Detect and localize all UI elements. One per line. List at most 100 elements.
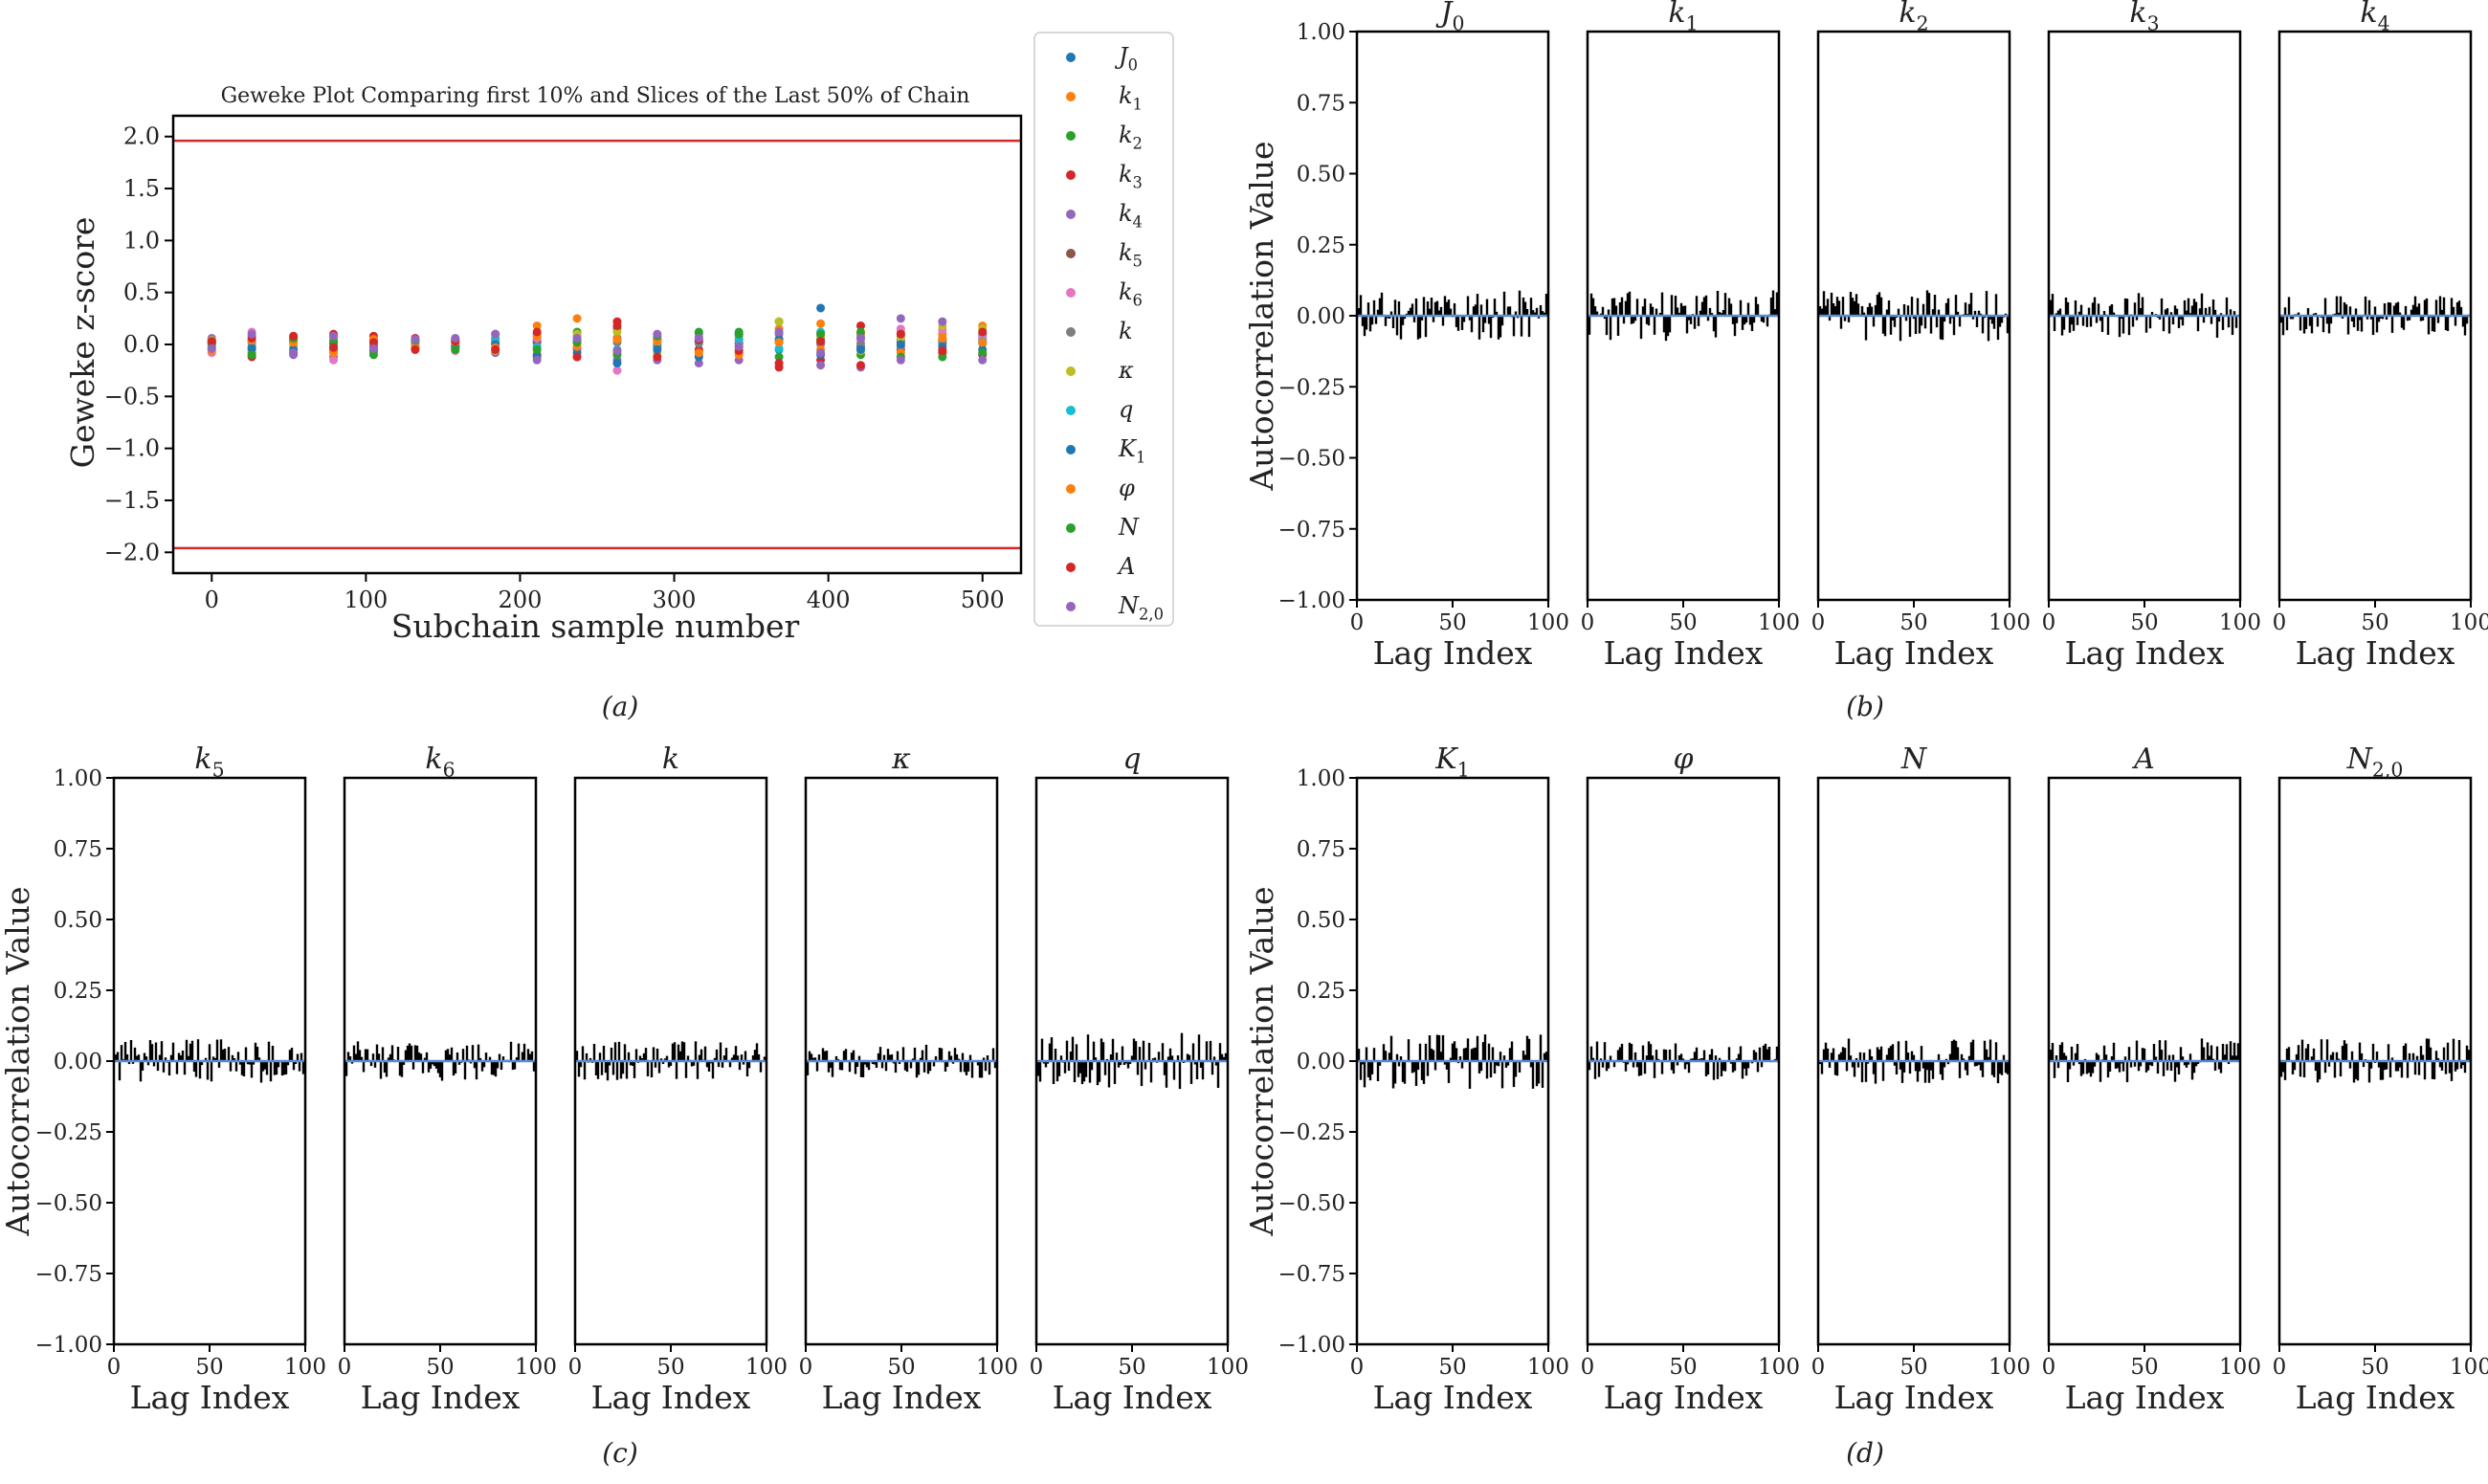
data-point (572, 333, 582, 343)
legend-marker (1066, 53, 1076, 62)
data-point (572, 314, 582, 323)
legend-label: k (1119, 318, 1133, 344)
data-point (207, 343, 216, 353)
y-tick-label: −0.25 (35, 1120, 102, 1145)
data-point (289, 331, 299, 341)
legend-label-name: N (1118, 514, 1140, 541)
y-tick-label: 0.50 (1297, 163, 1345, 188)
x-tick-label: 100 (1988, 1355, 2031, 1380)
panel-title-sub: 1 (1686, 11, 1699, 34)
data-point (816, 303, 826, 313)
panel-title-name: N (2346, 742, 2374, 776)
data-point (532, 355, 542, 365)
data-point (532, 321, 542, 330)
data-point (572, 352, 582, 362)
legend-label-name: k (1119, 318, 1133, 344)
legend-label: k1 (1119, 82, 1143, 114)
x-tick-label: 0 (338, 1355, 352, 1380)
x-tick-label: 100 (745, 1355, 788, 1380)
x-axis-label: Lag Index (1834, 634, 1994, 672)
x-tick-label: 0 (1581, 610, 1595, 635)
panel-title-name: K (1434, 742, 1458, 776)
legend-label: k4 (1119, 200, 1143, 232)
legend-label: N (1118, 514, 1140, 541)
panel-title-name: N (1900, 742, 1928, 776)
x-axis-label: Lag Index (1604, 634, 1764, 672)
x-tick-label: 100 (1207, 1355, 1249, 1380)
legend-label: k6 (1119, 278, 1143, 310)
panel-title: A (2131, 742, 2155, 776)
x-tick-label: 50 (1899, 610, 1927, 635)
x-tick-label: 0 (2042, 610, 2056, 635)
legend-marker (1066, 170, 1076, 180)
data-point (978, 327, 988, 337)
autocorr-group-d: Autocorrelation Value 1.00 0.75 0.50 0.25 0.0… (1243, 742, 2488, 1469)
legend-label-sub: 5 (1133, 253, 1143, 271)
legend-label-name: φ (1119, 475, 1135, 501)
data-point (978, 338, 988, 347)
panel-title: k5 (194, 742, 224, 781)
geweke-x-label: Subchain sample number (391, 608, 800, 645)
data-point (491, 344, 500, 354)
data-point (816, 348, 826, 358)
data-point (653, 352, 662, 362)
panel-title: N (1900, 742, 1928, 776)
data-point (612, 346, 622, 356)
data-point (694, 348, 703, 358)
x-tick-label: 0 (1030, 1355, 1044, 1380)
legend-label-name: k (1119, 239, 1133, 266)
y-tick-label: 0.25 (1297, 233, 1345, 258)
data-point (734, 329, 744, 339)
legend-label-sub: 4 (1133, 213, 1143, 232)
y-tick-label: −0.25 (1278, 375, 1345, 400)
data-point (612, 335, 622, 344)
x-tick-label: 100 (2219, 610, 2261, 635)
legend-label-sub: 6 (1133, 292, 1143, 310)
y-tick-label: −1.5 (104, 487, 160, 514)
data-point (247, 350, 256, 360)
x-tick-label: 0 (2042, 1355, 2056, 1380)
caption-a: (a) (602, 691, 639, 722)
x-tick-label: 50 (2130, 610, 2158, 635)
legend-marker (1066, 523, 1076, 533)
legend-label-name: k (1119, 278, 1133, 305)
panel-title-name: k (662, 742, 679, 776)
data-point (411, 344, 420, 354)
x-axis-label: Lag Index (2065, 634, 2225, 672)
panel-title-name: k (1668, 0, 1685, 30)
y-tick-label: 1.00 (1297, 20, 1345, 45)
legend-marker (1066, 92, 1076, 101)
data-point (896, 355, 905, 365)
data-point (896, 314, 905, 323)
y-tick-label: 0.25 (1297, 979, 1345, 1004)
x-axis-label: Lag Index (130, 1379, 290, 1416)
data-point (896, 340, 905, 349)
legend-label-name: k (1119, 82, 1133, 109)
legend-marker (1066, 445, 1076, 454)
legend-label: φ (1119, 475, 1135, 501)
autocorr-y-label: Autocorrelation Value (1243, 141, 1280, 491)
panel-title-sub: 2 (1917, 11, 1929, 34)
y-tick-label: −0.50 (1278, 447, 1345, 472)
y-tick-label: 0.0 (123, 331, 160, 358)
legend-label: A (1117, 553, 1135, 580)
legend-label: k3 (1119, 161, 1143, 192)
y-tick-label: −0.75 (1278, 1262, 1345, 1287)
y-tick-label: −0.50 (1278, 1191, 1345, 1216)
data-point (855, 333, 865, 343)
data-point (411, 335, 420, 344)
data-point (978, 348, 988, 358)
legend-marker (1066, 210, 1076, 219)
x-tick-label: 0 (568, 1355, 583, 1380)
panel-title-name: κ (891, 742, 911, 776)
legend-marker (1066, 563, 1076, 572)
y-tick-label: 0.75 (1297, 91, 1345, 116)
panel-title: k1 (1668, 0, 1698, 34)
y-tick-label: 0.00 (54, 1050, 102, 1074)
data-point (289, 348, 299, 358)
